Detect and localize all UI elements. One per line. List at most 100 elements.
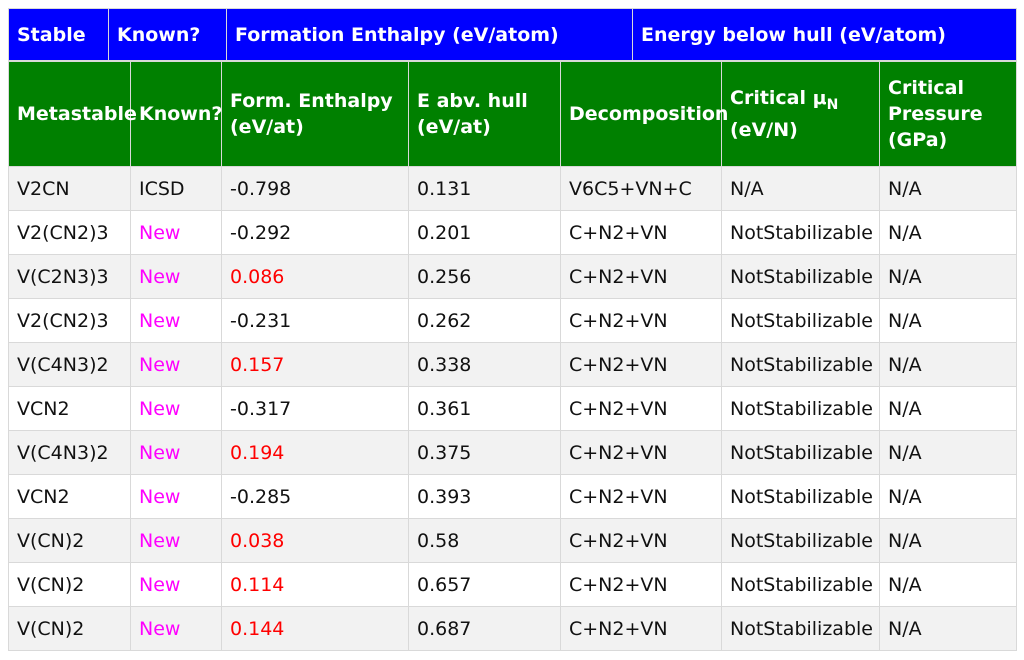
- known-cell: New: [130, 474, 222, 519]
- critical-mu-column-header: Critical μN (eV/N): [721, 61, 880, 167]
- e-abv-hull-cell: 0.687: [408, 606, 561, 651]
- critical-mu-cell: NotStabilizable: [721, 342, 880, 387]
- table-row: V(CN)2 New 0.144 0.687 C+N2+VN NotStabilizabl…: [8, 606, 1017, 651]
- table-row: V(C4N3)2 New 0.157 0.338 C+N2+VN NotStabiliza…: [8, 342, 1017, 387]
- critical-pressure-cell: N/A: [879, 430, 1017, 475]
- form-enthalpy-cell: -0.798: [221, 166, 409, 211]
- e-abv-hull-cell: 0.58: [408, 518, 561, 563]
- critical-pressure-cell: N/A: [879, 342, 1017, 387]
- form-enthalpy-cell: -0.285: [221, 474, 409, 519]
- formula-cell: V(CN)2: [8, 562, 131, 607]
- e-abv-hull-cell: 0.262: [408, 298, 561, 343]
- known-cell: New: [130, 606, 222, 651]
- table-row: V(CN)2 New 0.038 0.58 C+N2+VN NotStabilizable…: [8, 518, 1017, 563]
- table-row: V2(CN2)3 New -0.292 0.201 C+N2+VN NotStabiliz…: [8, 210, 1017, 255]
- critical-pressure-cell: N/A: [879, 474, 1017, 519]
- critical-pressure-cell: N/A: [879, 254, 1017, 299]
- decomposition-cell: C+N2+VN: [560, 474, 722, 519]
- known-cell: New: [130, 298, 222, 343]
- known-cell: ICSD: [130, 166, 222, 211]
- table-row: V(C2N3)3 New 0.086 0.256 C+N2+VN NotStabiliza…: [8, 254, 1017, 299]
- decomposition-cell: C+N2+VN: [560, 342, 722, 387]
- form-enthalpy-cell: 0.038: [221, 518, 409, 563]
- e-abv-hull-cell: 0.657: [408, 562, 561, 607]
- formula-cell: V2(CN2)3: [8, 210, 131, 255]
- formula-cell: V(C2N3)3: [8, 254, 131, 299]
- known-cell: New: [130, 386, 222, 431]
- known-cell: New: [130, 254, 222, 299]
- e-abv-hull-column-header: E abv. hull (eV/at): [408, 61, 561, 167]
- metastable-table: Metastable Known? Form. Enthalpy (eV/at)…: [8, 61, 1017, 651]
- critical-mu-cell: NotStabilizable: [721, 518, 880, 563]
- decomposition-cell: C+N2+VN: [560, 298, 722, 343]
- decomposition-cell: C+N2+VN: [560, 606, 722, 651]
- known-column-header: Known?: [130, 61, 222, 167]
- decomposition-cell: C+N2+VN: [560, 518, 722, 563]
- stable-energy-below-hull-header: Energy below hull (eV/atom): [632, 8, 1017, 61]
- critical-mu-cell: NotStabilizable: [721, 606, 880, 651]
- formula-cell: V2CN: [8, 166, 131, 211]
- known-cell: New: [130, 562, 222, 607]
- critical-mu-cell: NotStabilizable: [721, 386, 880, 431]
- critical-mu-cell: N/A: [721, 166, 880, 211]
- form-enthalpy-cell: -0.292: [221, 210, 409, 255]
- critical-mu-cell: NotStabilizable: [721, 254, 880, 299]
- known-cell: New: [130, 210, 222, 255]
- critical-pressure-cell: N/A: [879, 518, 1017, 563]
- e-abv-hull-cell: 0.361: [408, 386, 561, 431]
- table-row: V2CN ICSD -0.798 0.131 V6C5+VN+C N/A N/A: [8, 166, 1017, 211]
- form-enthalpy-cell: 0.157: [221, 342, 409, 387]
- form-enthalpy-cell: 0.114: [221, 562, 409, 607]
- formula-cell: V(C4N3)2: [8, 342, 131, 387]
- table-row: V(C4N3)2 New 0.194 0.375 C+N2+VN NotStabiliza…: [8, 430, 1017, 475]
- e-abv-hull-cell: 0.256: [408, 254, 561, 299]
- critical-mu-cell: NotStabilizable: [721, 562, 880, 607]
- stable-formation-enthalpy-header: Formation Enthalpy (eV/atom): [226, 8, 633, 61]
- critical-mu-cell: NotStabilizable: [721, 430, 880, 475]
- metastable-table-body: V2CN ICSD -0.798 0.131 V6C5+VN+C N/A N/A V2(CN2…: [8, 166, 1017, 651]
- critical-pressure-cell: N/A: [879, 606, 1017, 651]
- formula-cell: V(CN)2: [8, 518, 131, 563]
- known-cell: New: [130, 430, 222, 475]
- table-row: VCN2 New -0.285 0.393 C+N2+VN NotStabilizable…: [8, 474, 1017, 519]
- known-cell: New: [130, 518, 222, 563]
- decomposition-column-header: Decomposition: [560, 61, 728, 167]
- critical-pressure-cell: N/A: [879, 386, 1017, 431]
- known-cell: New: [130, 342, 222, 387]
- stable-header-table: Stable Known? Formation Enthalpy (eV/ato…: [8, 8, 1017, 61]
- critical-pressure-cell: N/A: [879, 166, 1017, 211]
- form-enthalpy-column-header: Form. Enthalpy (eV/at): [221, 61, 409, 167]
- e-abv-hull-cell: 0.393: [408, 474, 561, 519]
- critical-pressure-cell: N/A: [879, 210, 1017, 255]
- critical-mu-cell: NotStabilizable: [721, 298, 880, 343]
- stable-column-header: Stable: [8, 8, 109, 61]
- metastable-header-row: Metastable Known? Form. Enthalpy (eV/at)…: [8, 61, 1017, 167]
- form-enthalpy-cell: 0.144: [221, 606, 409, 651]
- e-abv-hull-cell: 0.338: [408, 342, 561, 387]
- critical-pressure-column-header: Critical Pressure (GPa): [879, 61, 1017, 167]
- form-enthalpy-cell: -0.231: [221, 298, 409, 343]
- form-enthalpy-cell: 0.194: [221, 430, 409, 475]
- formula-cell: V2(CN2)3: [8, 298, 131, 343]
- table-row: V2(CN2)3 New -0.231 0.262 C+N2+VN NotStabiliz…: [8, 298, 1017, 343]
- decomposition-cell: C+N2+VN: [560, 386, 722, 431]
- critical-pressure-cell: N/A: [879, 562, 1017, 607]
- e-abv-hull-cell: 0.201: [408, 210, 561, 255]
- critical-pressure-cell: N/A: [879, 298, 1017, 343]
- metastable-column-header: Metastable: [8, 61, 137, 167]
- stable-header-row: Stable Known? Formation Enthalpy (eV/ato…: [8, 8, 1017, 61]
- e-abv-hull-cell: 0.131: [408, 166, 561, 211]
- table-row: VCN2 New -0.317 0.361 C+N2+VN NotStabilizable…: [8, 386, 1017, 431]
- stable-known-column-header: Known?: [108, 8, 227, 61]
- decomposition-cell: C+N2+VN: [560, 430, 722, 475]
- form-enthalpy-cell: 0.086: [221, 254, 409, 299]
- table-row: V(CN)2 New 0.114 0.657 C+N2+VN NotStabilizabl…: [8, 562, 1017, 607]
- e-abv-hull-cell: 0.375: [408, 430, 561, 475]
- critical-mu-cell: NotStabilizable: [721, 210, 880, 255]
- formula-cell: V(C4N3)2: [8, 430, 131, 475]
- formula-cell: VCN2: [8, 474, 131, 519]
- decomposition-cell: C+N2+VN: [560, 210, 722, 255]
- form-enthalpy-cell: -0.317: [221, 386, 409, 431]
- decomposition-cell: C+N2+VN: [560, 254, 722, 299]
